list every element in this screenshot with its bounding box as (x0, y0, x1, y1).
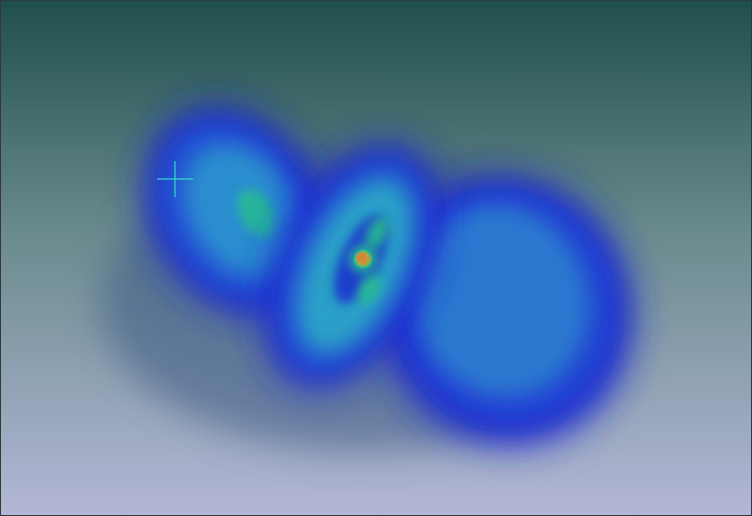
crosshair-cursor-icon (157, 161, 193, 197)
nucleus (349, 245, 377, 273)
right-lobe (380, 176, 632, 446)
